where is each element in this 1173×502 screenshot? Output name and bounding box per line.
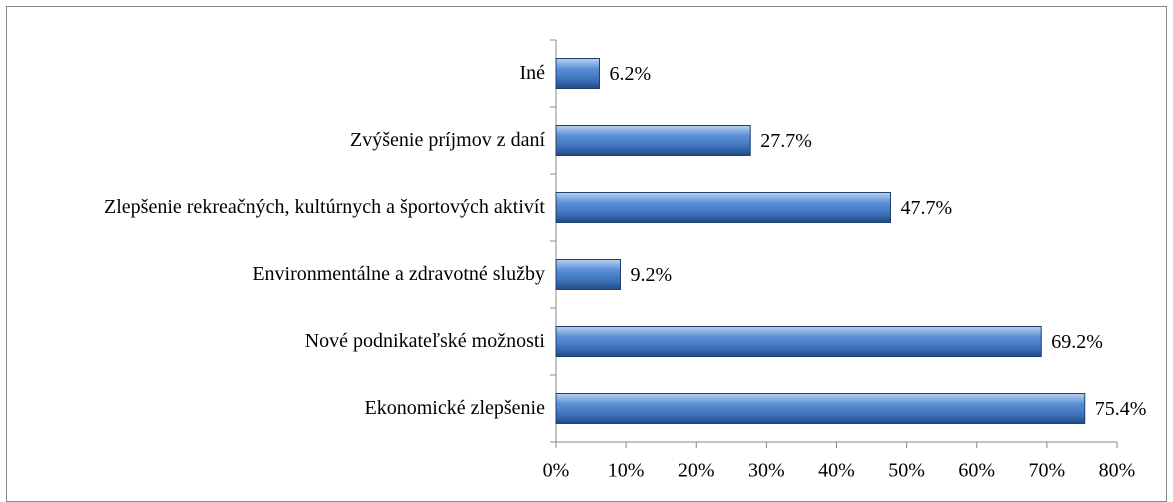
- y-tick-label: Environmentálne a zdravotné služby: [252, 263, 545, 285]
- category-label-box: Ekonomické zlepšenie: [5, 379, 546, 439]
- x-tick-label: 60%: [958, 460, 995, 482]
- x-tick-label: 40%: [818, 460, 855, 482]
- data-label: 27.7%: [760, 130, 812, 152]
- y-tick-label: Zvýšenie príjmov z daní: [350, 129, 545, 151]
- x-tick-label: 30%: [748, 460, 785, 482]
- bar: [555, 259, 622, 290]
- bar: [555, 192, 891, 223]
- bar: [555, 125, 751, 156]
- bar: [555, 393, 1086, 424]
- x-tick-label: 20%: [678, 460, 715, 482]
- category-label-box: Zvýšenie príjmov z daní: [5, 111, 545, 171]
- x-tick-label: 70%: [1029, 460, 1066, 482]
- y-tick-label: Ekonomické zlepšenie: [364, 397, 546, 419]
- category-label-box: Environmentálne a zdravotné služby: [5, 245, 545, 305]
- category-label-box: Zlepšenie rekreačných, kultúrnych a špor…: [5, 178, 545, 238]
- category-label-box: Iné: [5, 44, 545, 104]
- category-label-box: Nové podnikateľské možnosti: [5, 312, 545, 372]
- data-label: 9.2%: [631, 264, 673, 286]
- y-tick-label: Iné: [519, 62, 545, 84]
- x-tick-label: 80%: [1099, 460, 1136, 482]
- data-label: 69.2%: [1051, 331, 1103, 353]
- x-tick-label: 0%: [543, 460, 570, 482]
- x-tick-label: 50%: [888, 460, 925, 482]
- data-label: 6.2%: [609, 63, 651, 85]
- y-tick-label: Nové podnikateľské možnosti: [304, 330, 545, 352]
- bar: [555, 58, 600, 89]
- x-tick-label: 10%: [608, 460, 645, 482]
- y-tick-label: Zlepšenie rekreačných, kultúrnych a špor…: [104, 196, 545, 218]
- data-label: 47.7%: [900, 197, 952, 219]
- bar: [555, 326, 1042, 357]
- data-label: 75.4%: [1095, 398, 1147, 420]
